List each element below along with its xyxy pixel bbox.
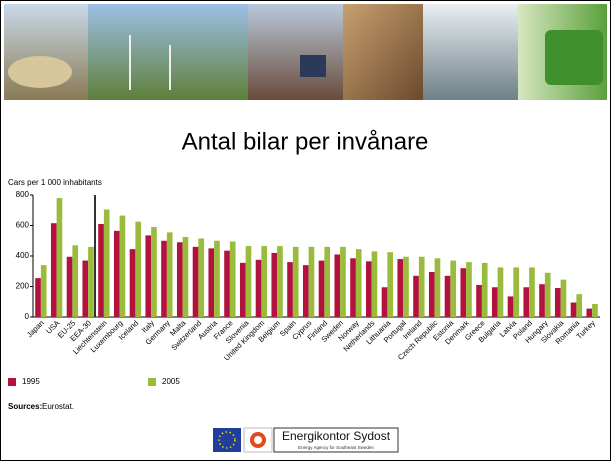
bar — [72, 245, 78, 317]
bar — [130, 249, 136, 317]
bar — [482, 263, 488, 317]
bar — [340, 247, 346, 317]
y-tick-label: 800 — [16, 190, 30, 199]
bar — [230, 242, 236, 317]
bar — [151, 227, 157, 317]
legend-label: 2005 — [162, 377, 180, 386]
bar — [413, 276, 419, 317]
bar — [356, 249, 362, 317]
bar — [303, 265, 309, 317]
bar — [177, 242, 183, 317]
bar — [261, 246, 267, 317]
bar — [240, 263, 246, 317]
bar — [429, 272, 435, 317]
bar — [382, 287, 388, 317]
bar — [586, 309, 592, 317]
bar — [419, 257, 425, 317]
bar — [208, 248, 214, 317]
bar — [51, 223, 57, 317]
y-tick-label: 600 — [16, 221, 30, 230]
bar — [555, 288, 561, 317]
bar — [193, 247, 199, 317]
slide: Antal bilar per invånare Cars per 1 000 … — [0, 0, 611, 461]
bar — [492, 287, 498, 317]
bar — [104, 209, 110, 317]
bar — [498, 267, 504, 317]
logo: Energikontor Sydost Energy Agency for So… — [213, 428, 398, 452]
bar — [82, 261, 88, 317]
bar — [145, 235, 151, 317]
y-axis-label: Cars per 1 000 inhabitants — [8, 178, 102, 187]
bar — [67, 257, 73, 317]
bar — [450, 261, 456, 317]
bar — [561, 280, 567, 317]
bar — [387, 252, 393, 317]
bar — [445, 276, 451, 317]
bar — [98, 224, 104, 317]
bar — [460, 268, 466, 317]
bar — [214, 241, 220, 317]
bar — [539, 284, 545, 317]
bar — [114, 231, 120, 317]
bar — [88, 247, 94, 317]
slide-title: Antal bilar per invånare — [182, 128, 429, 155]
legend-label: 1995 — [22, 377, 40, 386]
logo-tagline: Energy Agency for Southeast Sweden — [298, 445, 374, 450]
bar — [198, 238, 204, 317]
bar — [366, 261, 372, 317]
bar — [161, 241, 167, 317]
y-tick-label: 400 — [16, 251, 30, 260]
source-text: Eurostat. — [42, 402, 74, 411]
bar — [183, 237, 189, 317]
bar — [435, 258, 441, 317]
source-label: Sources: — [8, 402, 42, 411]
bar — [120, 216, 126, 317]
bar — [35, 278, 41, 317]
bar — [309, 247, 315, 317]
bar — [135, 222, 141, 317]
bar — [476, 285, 482, 317]
legend-swatch — [148, 378, 156, 386]
logo-name: Energikontor Sydost — [282, 429, 391, 443]
bar — [324, 247, 330, 317]
page: {"chart_data": {"type": "bar", "title": … — [0, 0, 611, 466]
bar — [287, 262, 293, 317]
bar — [224, 251, 230, 317]
bar — [466, 262, 472, 317]
banner — [4, 4, 607, 100]
legend-swatch — [8, 378, 16, 386]
bar — [167, 232, 173, 317]
bar — [523, 287, 529, 317]
bar — [256, 260, 262, 317]
y-tick-label: 0 — [25, 312, 30, 321]
bar — [571, 303, 577, 317]
bar — [513, 267, 519, 317]
bar — [334, 254, 340, 317]
bar — [271, 253, 277, 317]
bar — [508, 296, 514, 317]
bar — [41, 265, 47, 317]
bar — [545, 273, 551, 317]
bar — [319, 261, 325, 317]
bar — [57, 198, 63, 317]
bar — [277, 246, 283, 317]
bar — [350, 258, 356, 317]
bar — [529, 267, 535, 317]
bar — [403, 257, 409, 317]
bar — [397, 259, 403, 317]
bar — [592, 304, 598, 317]
bar — [576, 294, 582, 317]
bar — [293, 247, 299, 317]
bar — [372, 251, 378, 317]
bar — [246, 246, 252, 317]
y-tick-label: 200 — [16, 282, 30, 291]
